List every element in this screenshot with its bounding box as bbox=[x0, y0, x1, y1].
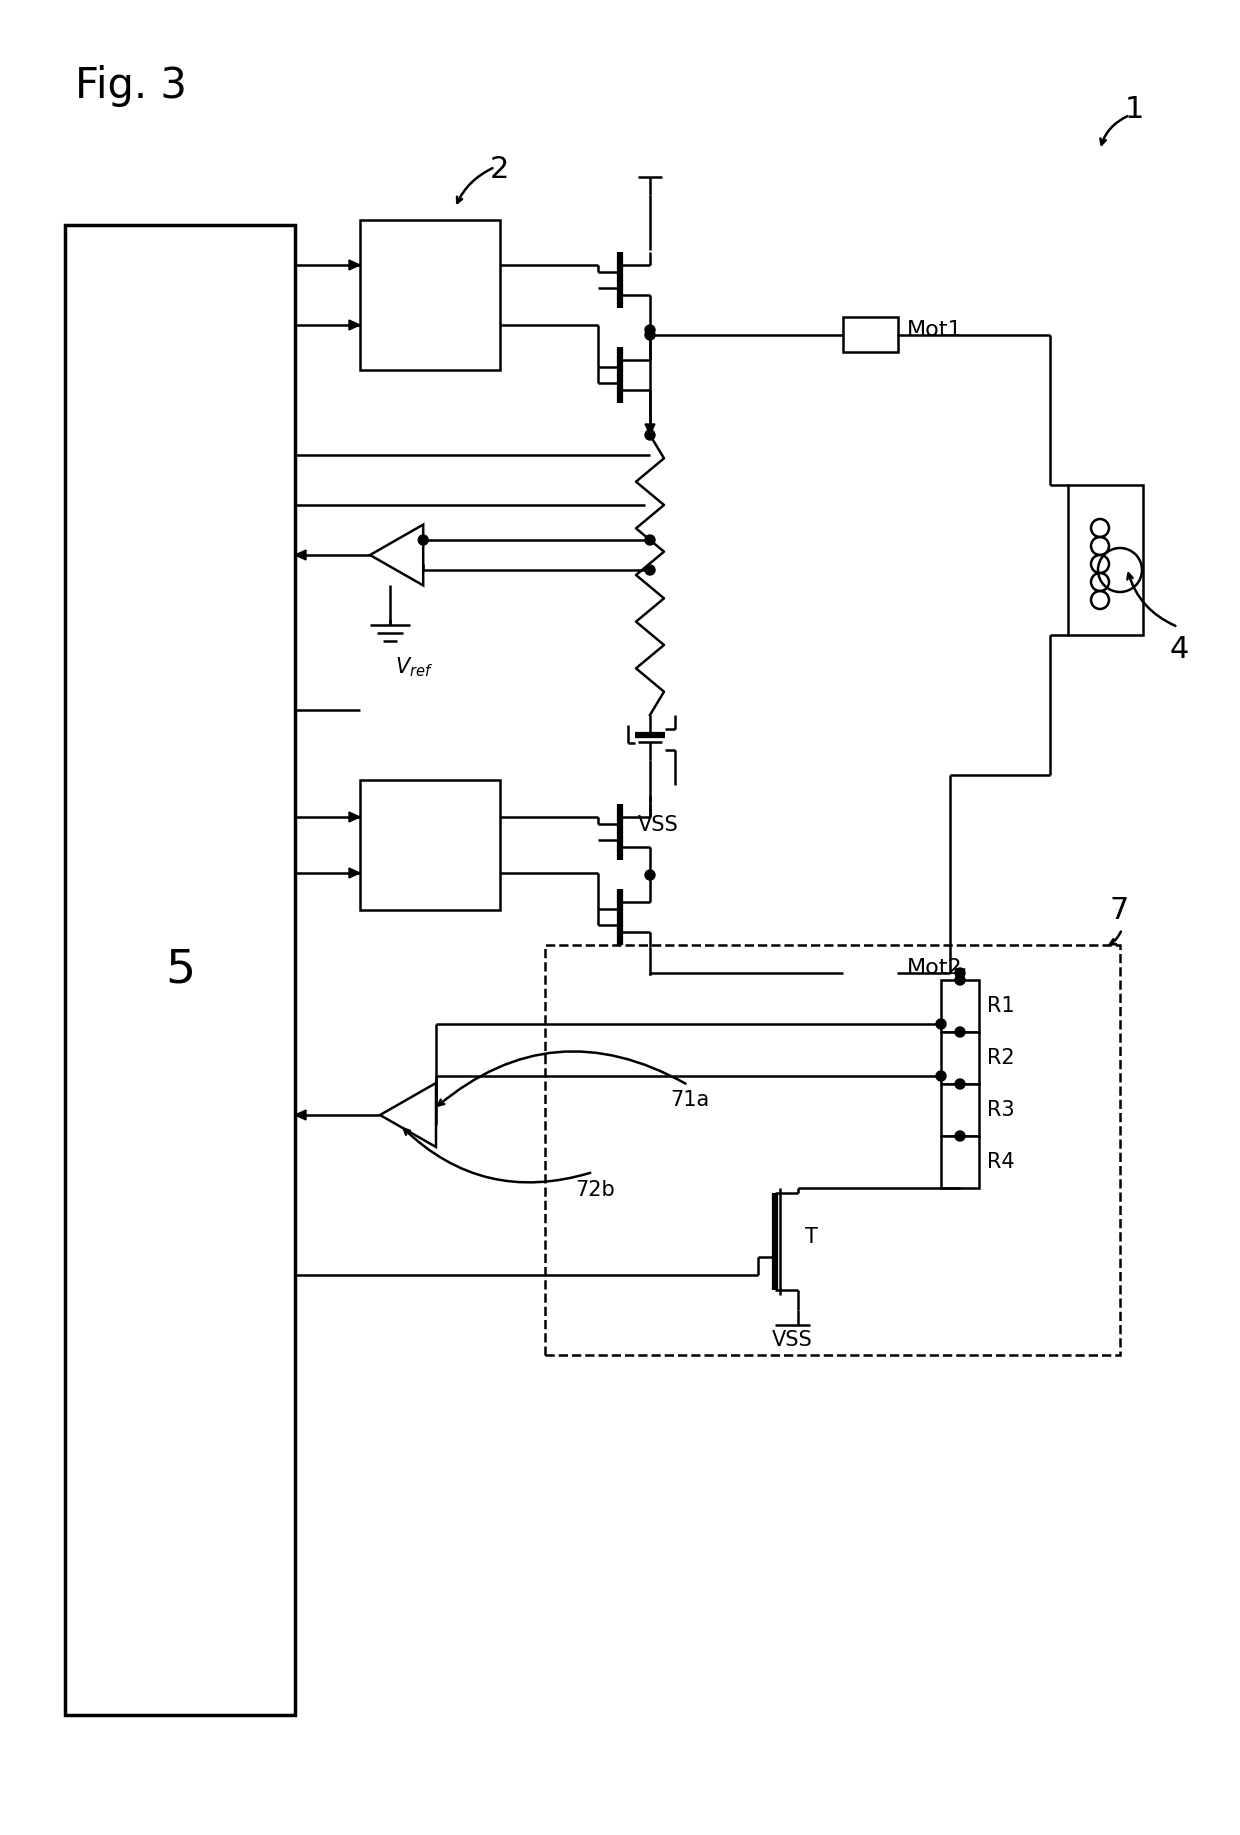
Circle shape bbox=[945, 969, 955, 978]
Text: VSS: VSS bbox=[637, 815, 678, 835]
Text: $V_{ref}$: $V_{ref}$ bbox=[396, 655, 433, 679]
Polygon shape bbox=[645, 424, 655, 435]
Bar bbox=[64, 226, 295, 1716]
Text: R3: R3 bbox=[987, 1099, 1014, 1119]
Text: Mot1: Mot1 bbox=[906, 319, 962, 339]
Text: Mot2: Mot2 bbox=[906, 958, 962, 978]
Circle shape bbox=[955, 1079, 965, 1088]
Bar bbox=[843, 954, 898, 991]
Text: 4: 4 bbox=[1171, 635, 1189, 664]
Bar bbox=[843, 317, 898, 352]
Circle shape bbox=[645, 969, 655, 978]
Text: 72b: 72b bbox=[575, 1180, 615, 1200]
Bar bbox=[941, 1084, 980, 1136]
Text: 2: 2 bbox=[490, 154, 510, 184]
Circle shape bbox=[936, 1018, 946, 1029]
Polygon shape bbox=[348, 813, 360, 822]
Circle shape bbox=[418, 536, 428, 545]
Text: 5: 5 bbox=[165, 947, 195, 993]
Text: T: T bbox=[805, 1228, 818, 1248]
Circle shape bbox=[645, 536, 655, 545]
Bar bbox=[941, 1031, 980, 1084]
Bar bbox=[360, 780, 500, 910]
Circle shape bbox=[955, 974, 965, 985]
Bar bbox=[360, 220, 500, 371]
Text: VSS: VSS bbox=[771, 1330, 812, 1351]
Circle shape bbox=[955, 1028, 965, 1037]
Circle shape bbox=[936, 1072, 946, 1081]
Text: 1: 1 bbox=[1125, 95, 1145, 125]
Polygon shape bbox=[348, 261, 360, 270]
Text: R2: R2 bbox=[987, 1048, 1014, 1068]
Text: R4: R4 bbox=[987, 1152, 1014, 1173]
Text: R1: R1 bbox=[987, 996, 1014, 1017]
Circle shape bbox=[645, 429, 655, 440]
Text: 71a: 71a bbox=[670, 1090, 709, 1110]
Polygon shape bbox=[348, 319, 360, 330]
Text: Fig. 3: Fig. 3 bbox=[74, 64, 187, 106]
Polygon shape bbox=[295, 1110, 306, 1119]
Bar bbox=[941, 980, 980, 1031]
Bar bbox=[546, 945, 1120, 1354]
Circle shape bbox=[645, 870, 655, 881]
Bar bbox=[941, 1136, 980, 1187]
Polygon shape bbox=[348, 868, 360, 877]
Text: 7: 7 bbox=[1110, 895, 1130, 925]
Circle shape bbox=[645, 330, 655, 339]
Circle shape bbox=[645, 325, 655, 336]
Polygon shape bbox=[295, 550, 306, 560]
Circle shape bbox=[645, 565, 655, 574]
Polygon shape bbox=[955, 969, 965, 980]
Polygon shape bbox=[645, 963, 655, 974]
Circle shape bbox=[955, 1130, 965, 1141]
Circle shape bbox=[955, 969, 965, 978]
Bar bbox=[1068, 484, 1143, 635]
